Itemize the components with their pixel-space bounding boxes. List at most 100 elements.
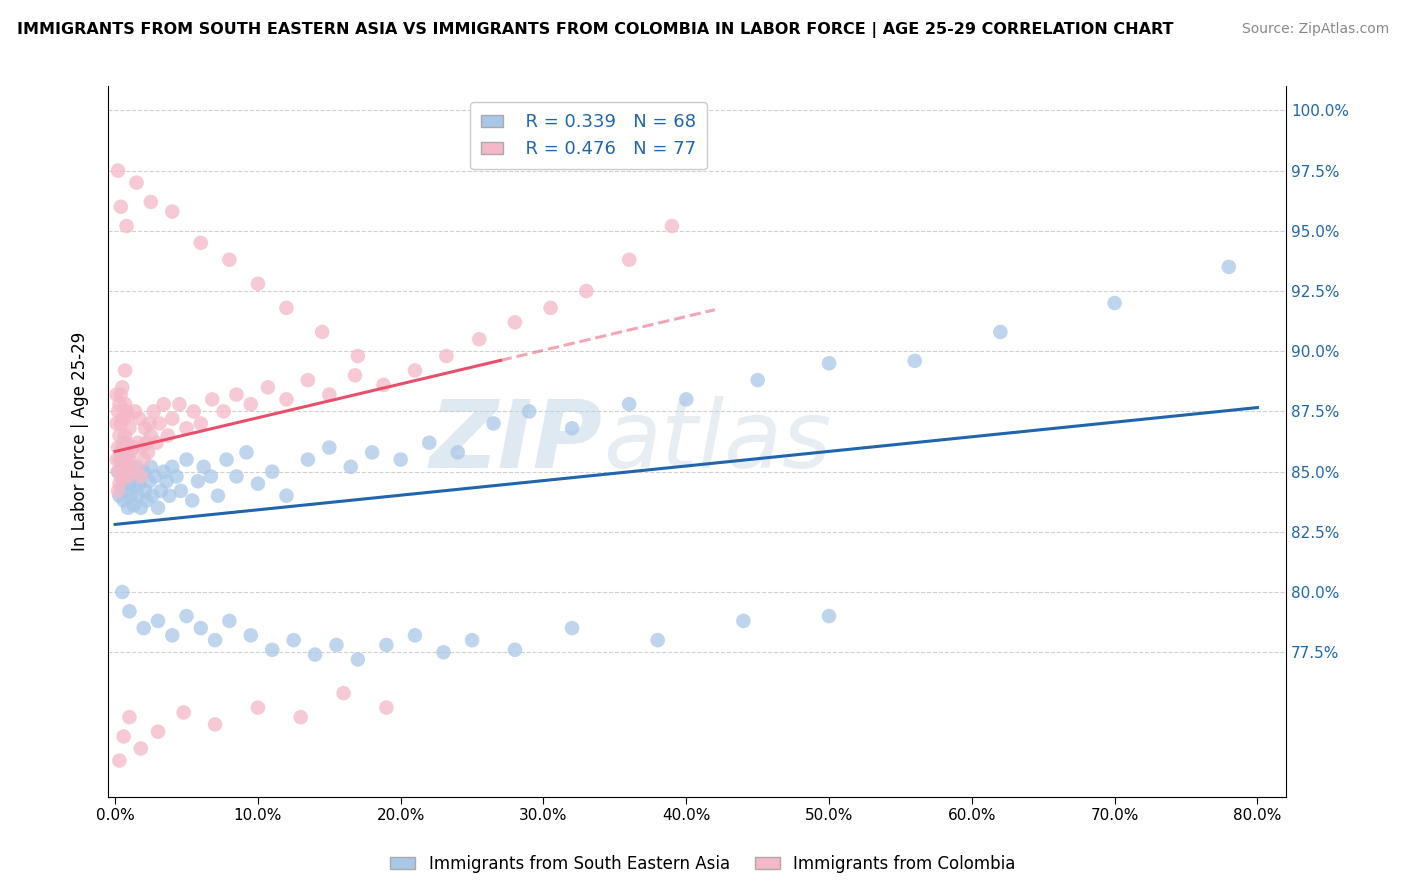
Point [169,397,191,411]
Point [215,452,238,467]
Point [183,404,205,418]
Point [503,315,526,329]
Point [246,277,269,291]
Point [503,642,526,657]
Point [146,724,169,739]
Point [125,465,148,479]
Point [132,452,155,467]
Point [112,445,135,459]
Point [134,421,156,435]
Point [152,465,174,479]
Point [111,441,134,455]
Point [733,614,755,628]
Point [675,392,697,407]
Point [647,633,669,648]
Point [190,621,212,635]
Point [418,435,440,450]
Point [404,628,426,642]
Point [121,459,143,474]
Point [138,417,160,431]
Point [432,645,454,659]
Point [108,754,131,768]
Point [204,633,226,648]
Point [135,435,157,450]
Point [517,404,540,418]
Point [129,469,152,483]
Point [111,380,134,394]
Point [157,489,180,503]
Point [107,483,129,498]
Point [246,476,269,491]
Point [373,378,395,392]
Point [166,469,188,483]
Point [218,614,240,628]
Point [200,469,222,483]
Point [107,465,129,479]
Point [120,489,142,503]
Point [181,493,204,508]
Point [146,500,169,515]
Point [141,489,163,503]
Point [110,469,132,483]
Point [135,493,157,508]
Text: Source: ZipAtlas.com: Source: ZipAtlas.com [1241,22,1389,37]
Point [389,452,412,467]
Point [262,465,284,479]
Point [193,459,215,474]
Point [561,421,583,435]
Point [156,428,179,442]
Point [114,397,136,411]
Point [139,459,162,474]
Point [361,445,384,459]
Point [818,356,841,370]
Point [325,638,347,652]
Point [107,465,129,479]
Point [118,476,141,491]
Point [304,648,326,662]
Point [290,710,312,724]
Point [142,404,165,418]
Point [114,452,136,467]
Point [114,469,136,483]
Point [138,475,160,489]
Point [617,252,640,267]
Point [112,435,135,450]
Point [904,354,927,368]
Point [117,500,139,515]
Point [118,421,141,435]
Point [128,411,150,425]
Point [239,397,262,411]
Point [114,428,136,442]
Point [297,452,319,467]
Point [318,441,340,455]
Point [114,452,136,467]
Point [110,387,132,401]
Point [131,441,153,455]
Point [108,476,131,491]
Point [111,585,134,599]
Point [114,363,136,377]
Point [110,417,132,431]
Point [117,445,139,459]
Point [125,459,148,474]
Point [105,417,128,431]
Point [818,609,841,624]
Point [176,609,198,624]
Point [190,235,212,250]
Text: ZIP: ZIP [430,395,603,488]
Point [115,404,138,418]
Point [225,469,247,483]
Point [311,325,333,339]
Point [318,387,340,401]
Point [468,332,491,346]
Point [176,452,198,467]
Point [128,476,150,491]
Point [129,741,152,756]
Point [283,633,305,648]
Point [136,445,159,459]
Point [162,204,184,219]
Point [139,194,162,209]
Point [120,445,142,459]
Point [561,621,583,635]
Point [105,387,128,401]
